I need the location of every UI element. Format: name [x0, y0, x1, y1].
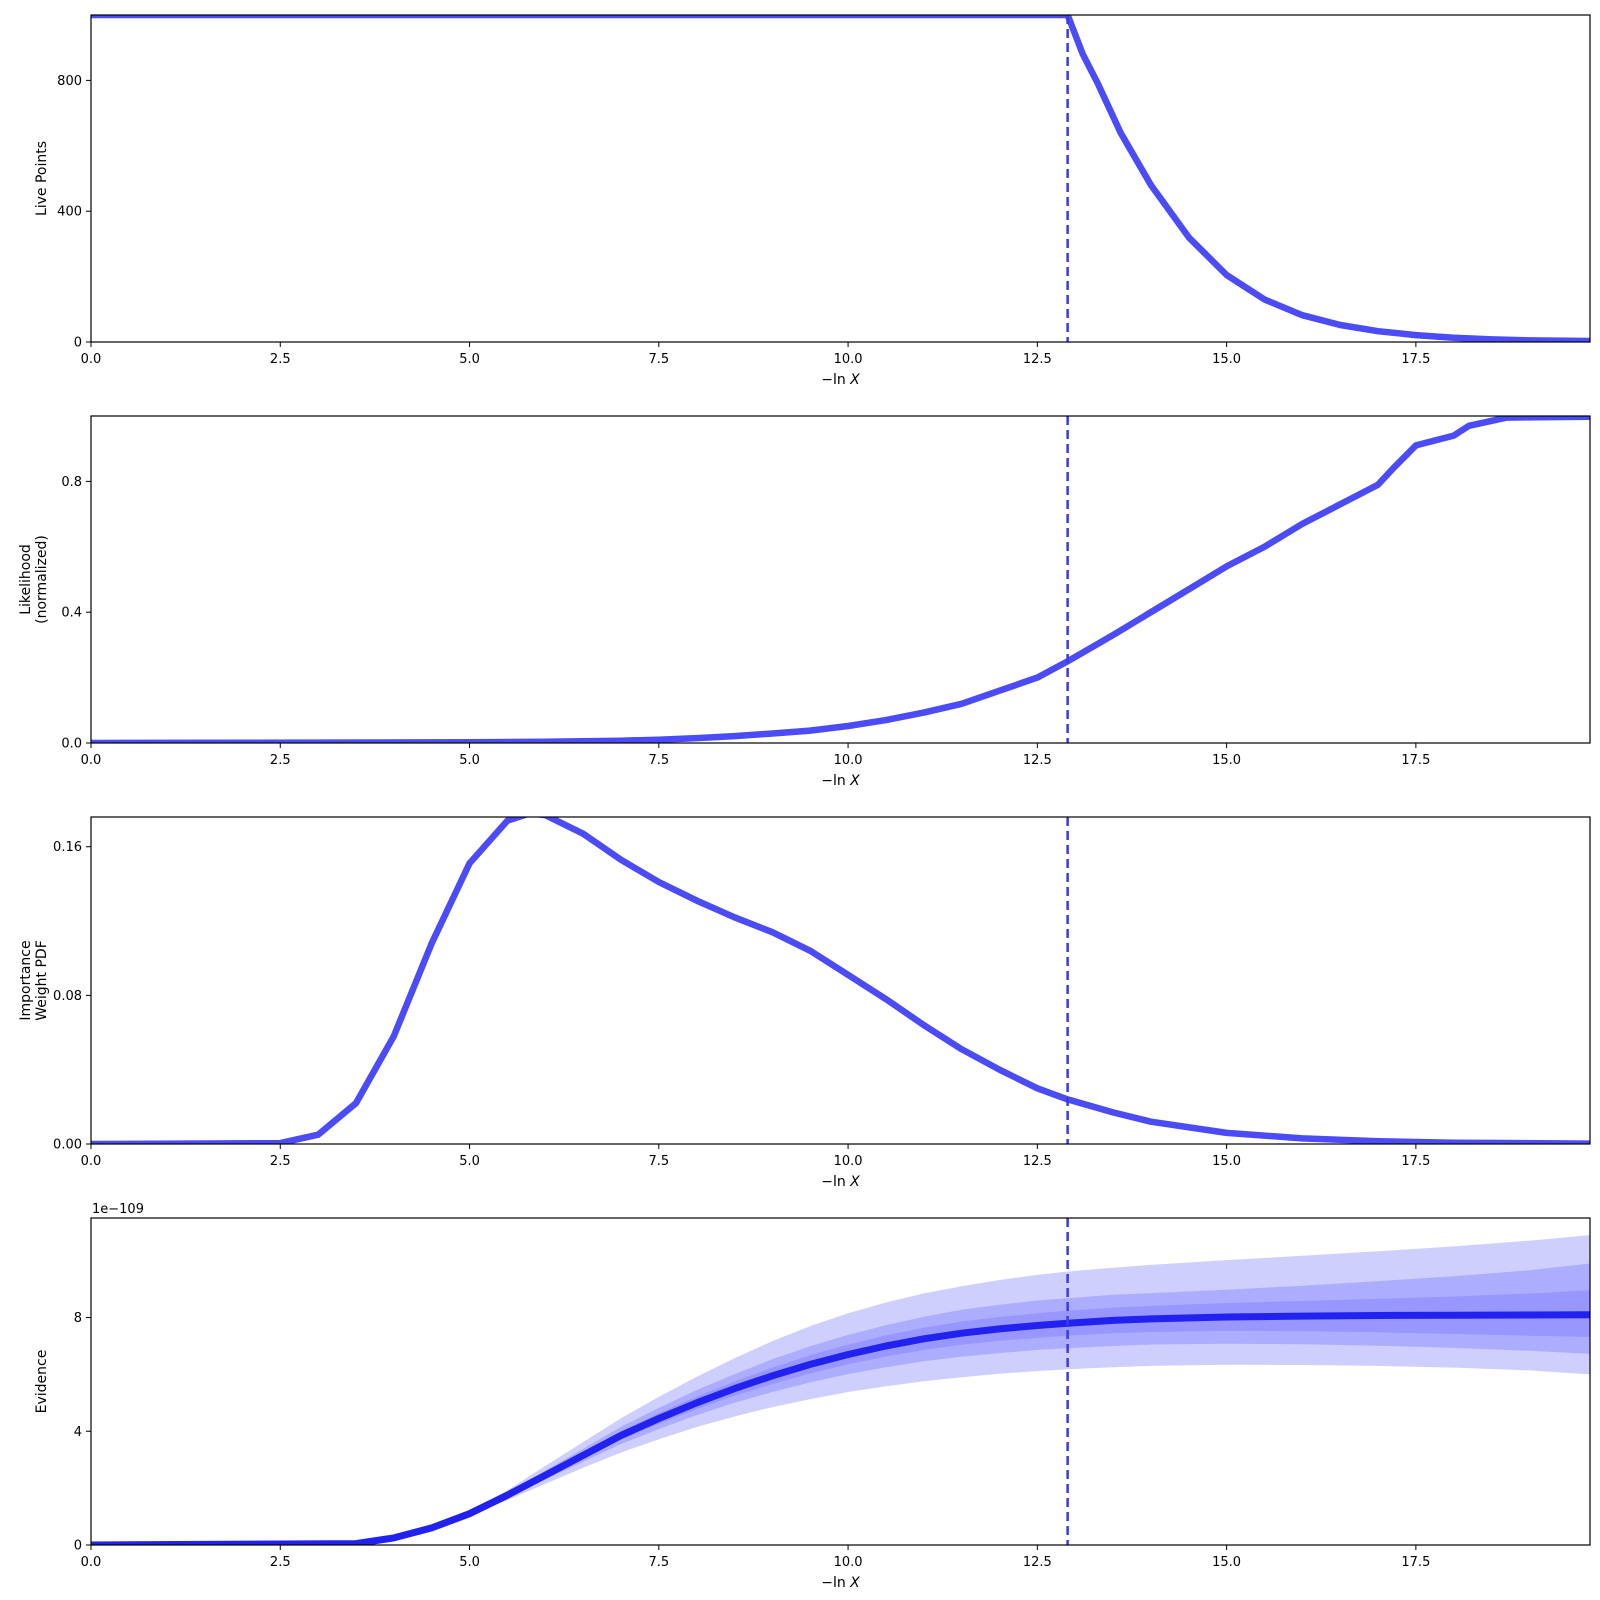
evidence-median-line	[91, 1311, 1590, 1545]
x-tick-label: 17.5	[1401, 1555, 1430, 1570]
x-tick-label: 12.5	[1023, 1555, 1052, 1570]
y-axis-label-likelihood: Likelihood(normalized)	[18, 535, 50, 624]
x-tick-label: 12.5	[1023, 352, 1052, 367]
x-tick-label: 10.0	[834, 753, 863, 768]
x-tick-label: 5.0	[459, 1555, 480, 1570]
x-tick-label: 12.5	[1023, 1154, 1052, 1169]
y-tick-label: 800	[57, 74, 82, 89]
plot-area-live-points	[91, 15, 1590, 342]
x-tick-label: 5.0	[459, 753, 480, 768]
x-tick-label: 10.0	[834, 1154, 863, 1169]
plot-area-importance-weight	[91, 817, 1590, 1144]
y-axis-label-evidence: Evidence	[34, 1350, 50, 1414]
x-tick-label: 0.0	[81, 1154, 102, 1169]
y-ticks-live-points: 0 400 800	[57, 74, 91, 351]
frame-importance-weight	[90, 816, 1591, 1145]
x-ticks-importance-weight: 0.0 2.5 5.0 7.5 10.0 12.5 15.0 17.5	[81, 1144, 1430, 1169]
y-axis-label-importance-weight: ImportanceWeight PDF	[18, 940, 50, 1021]
x-tick-label: 15.0	[1212, 1555, 1241, 1570]
x-tick-label: 2.5	[270, 1555, 291, 1570]
y-ticks-likelihood: 0.0 0.4 0.8	[61, 475, 91, 752]
series-group-likelihood	[91, 416, 1590, 743]
y-tick-label: 0	[74, 336, 82, 351]
series-group-importance-weight	[91, 817, 1590, 1144]
series-line-importance-weight	[91, 817, 1590, 1144]
x-ticks-evidence: 0.0 2.5 5.0 7.5 10.0 12.5 15.0 17.5	[81, 1545, 1430, 1570]
x-axis-label-importance-weight: −ln X	[821, 1174, 860, 1190]
y-tick-label: 0.16	[53, 840, 82, 855]
x-tick-label: 17.5	[1401, 1154, 1430, 1169]
panel-importance-weight: 0.0 2.5 5.0 7.5 10.0 12.5 15.0 17.5 0.00 0.08 0.1…	[18, 816, 1591, 1190]
series-group-live-points	[91, 15, 1590, 342]
x-tick-label: 7.5	[648, 753, 669, 768]
x-tick-label: 5.0	[459, 1154, 480, 1169]
x-tick-label: 0.0	[81, 753, 102, 768]
x-ticks-likelihood: 0.0 2.5 5.0 7.5 10.0 12.5 15.0 17.5	[81, 743, 1430, 768]
y-tick-label: 8	[74, 1311, 82, 1326]
series-group-evidence	[91, 1235, 1590, 1545]
x-tick-label: 12.5	[1023, 753, 1052, 768]
offset-text-evidence: 1e−109	[92, 1202, 144, 1217]
y-tick-label: 0.00	[53, 1138, 82, 1153]
x-tick-label: 10.0	[834, 1555, 863, 1570]
series-line-live-points	[91, 15, 1590, 342]
x-axis-label-live-points: −ln X	[821, 372, 860, 388]
x-tick-label: 7.5	[648, 1555, 669, 1570]
frame-live-points	[90, 14, 1591, 343]
x-tick-label: 5.0	[459, 352, 480, 367]
x-tick-label: 7.5	[648, 352, 669, 367]
x-tick-label: 17.5	[1401, 352, 1430, 367]
y-tick-label: 0.0	[61, 737, 82, 752]
x-tick-label: 15.0	[1212, 753, 1241, 768]
panel-likelihood: 0.0 2.5 5.0 7.5 10.0 12.5 15.0 17.5 0.0 0.4 0.8 L…	[18, 415, 1591, 789]
x-tick-label: 2.5	[270, 753, 291, 768]
x-tick-label: 15.0	[1212, 352, 1241, 367]
x-tick-label: 2.5	[270, 1154, 291, 1169]
y-tick-label: 400	[57, 205, 82, 220]
x-axis-label-likelihood: −ln X	[821, 773, 860, 789]
y-tick-label: 0	[74, 1539, 82, 1554]
x-tick-label: 10.0	[834, 352, 863, 367]
x-tick-label: 7.5	[648, 1154, 669, 1169]
x-tick-label: 17.5	[1401, 753, 1430, 768]
x-ticks-live-points: 0.0 2.5 5.0 7.5 10.0 12.5 15.0 17.5	[81, 342, 1430, 367]
y-axis-label-live-points: Live Points	[34, 141, 50, 216]
evidence-band-2	[91, 1263, 1590, 1545]
x-tick-label: 0.0	[81, 1555, 102, 1570]
y-ticks-importance-weight: 0.00 0.08 0.16	[53, 840, 91, 1153]
frame-evidence	[90, 1217, 1591, 1546]
evidence-band-1	[91, 1235, 1590, 1545]
series-line-likelihood	[91, 416, 1590, 743]
y-tick-label: 4	[74, 1425, 82, 1440]
x-tick-label: 0.0	[81, 352, 102, 367]
panel-live-points: 0.0 2.5 5.0 7.5 10.0 12.5 15.0 17.5 0 400 800 Liv…	[34, 14, 1591, 388]
plot-area-likelihood	[91, 416, 1590, 743]
x-tick-label: 2.5	[270, 352, 291, 367]
y-ticks-evidence: 0 4 8	[74, 1311, 91, 1554]
x-tick-label: 15.0	[1212, 1154, 1241, 1169]
y-tick-label: 0.8	[61, 475, 82, 490]
plot-area-evidence	[91, 1218, 1590, 1545]
x-axis-label-evidence: −ln X	[821, 1575, 860, 1591]
y-tick-label: 0.08	[53, 989, 82, 1004]
frame-likelihood	[90, 415, 1591, 744]
panel-evidence: 0.0 2.5 5.0 7.5 10.0 12.5 15.0 17.5 0 4 8 Evidenc…	[34, 1202, 1591, 1591]
y-tick-label: 0.4	[61, 606, 82, 621]
